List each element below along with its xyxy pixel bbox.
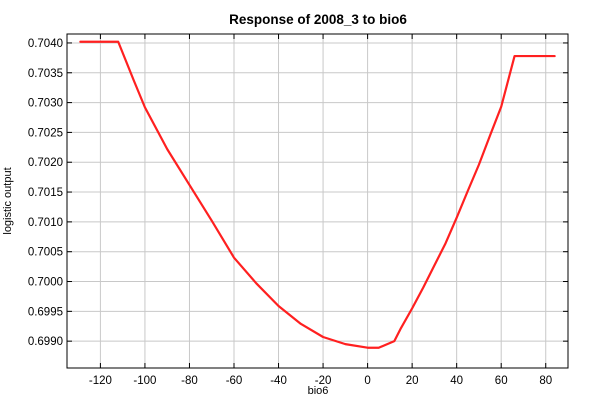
y-tick-label: 0.7030 (28, 98, 63, 110)
y-tick-label: 0.7015 (28, 187, 63, 199)
chart-title: Response of 2008_3 to bio6 (229, 12, 407, 27)
grid (67, 34, 568, 368)
y-tick-label: 0.7020 (28, 157, 63, 169)
y-tick-label: 0.7005 (28, 247, 63, 259)
y-tick-label: 0.7040 (28, 38, 63, 50)
x-tick-label: -80 (181, 375, 198, 387)
x-tick-label: -60 (226, 375, 243, 387)
x-tick-label: 20 (406, 375, 419, 387)
y-tick-label: 0.6995 (28, 306, 63, 318)
x-tick-label: 0 (364, 375, 370, 387)
x-tick-label: 80 (539, 375, 552, 387)
plot-frame (66, 33, 569, 369)
y-tick-label: 0.7010 (28, 217, 63, 229)
y-tick-labels: 0.6990 0.6995 0.7000 0.7005 0.7010 0.7015 0.70… (28, 38, 63, 348)
y-tick-label: 0.7035 (28, 68, 63, 80)
x-tick-label: -20 (315, 375, 332, 387)
series-layer (79, 40, 556, 349)
y-tick-label: 0.7025 (28, 127, 63, 139)
x-tick-label: -40 (270, 375, 287, 387)
y-axis-label: logistic output (2, 167, 14, 234)
x-tick-label: 40 (450, 375, 463, 387)
y-tick-label: 0.6990 (28, 336, 63, 348)
y-tick-label: 0.7000 (28, 277, 63, 289)
response-curve (79, 40, 556, 349)
x-tick-label: -120 (89, 375, 112, 387)
ticks (67, 34, 568, 368)
x-tick-label: 60 (495, 375, 508, 387)
x-tick-label: -100 (133, 375, 156, 387)
x-axis-label: bio6 (308, 385, 329, 397)
x-tick-labels: -120 -100 -80 -60 -40 -20 0 20 40 60 80 (89, 375, 552, 387)
